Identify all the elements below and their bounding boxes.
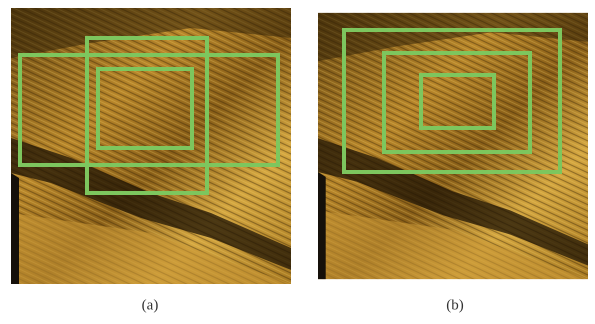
panel-a: (a) xyxy=(11,8,291,313)
panel-b: (b) xyxy=(318,13,588,314)
figure: (a) (b) xyxy=(0,0,595,324)
page: (a) (b) (() => { const data = JSON.parse… xyxy=(0,0,595,324)
caption: (a) xyxy=(142,297,159,313)
caption: (b) xyxy=(446,297,464,313)
